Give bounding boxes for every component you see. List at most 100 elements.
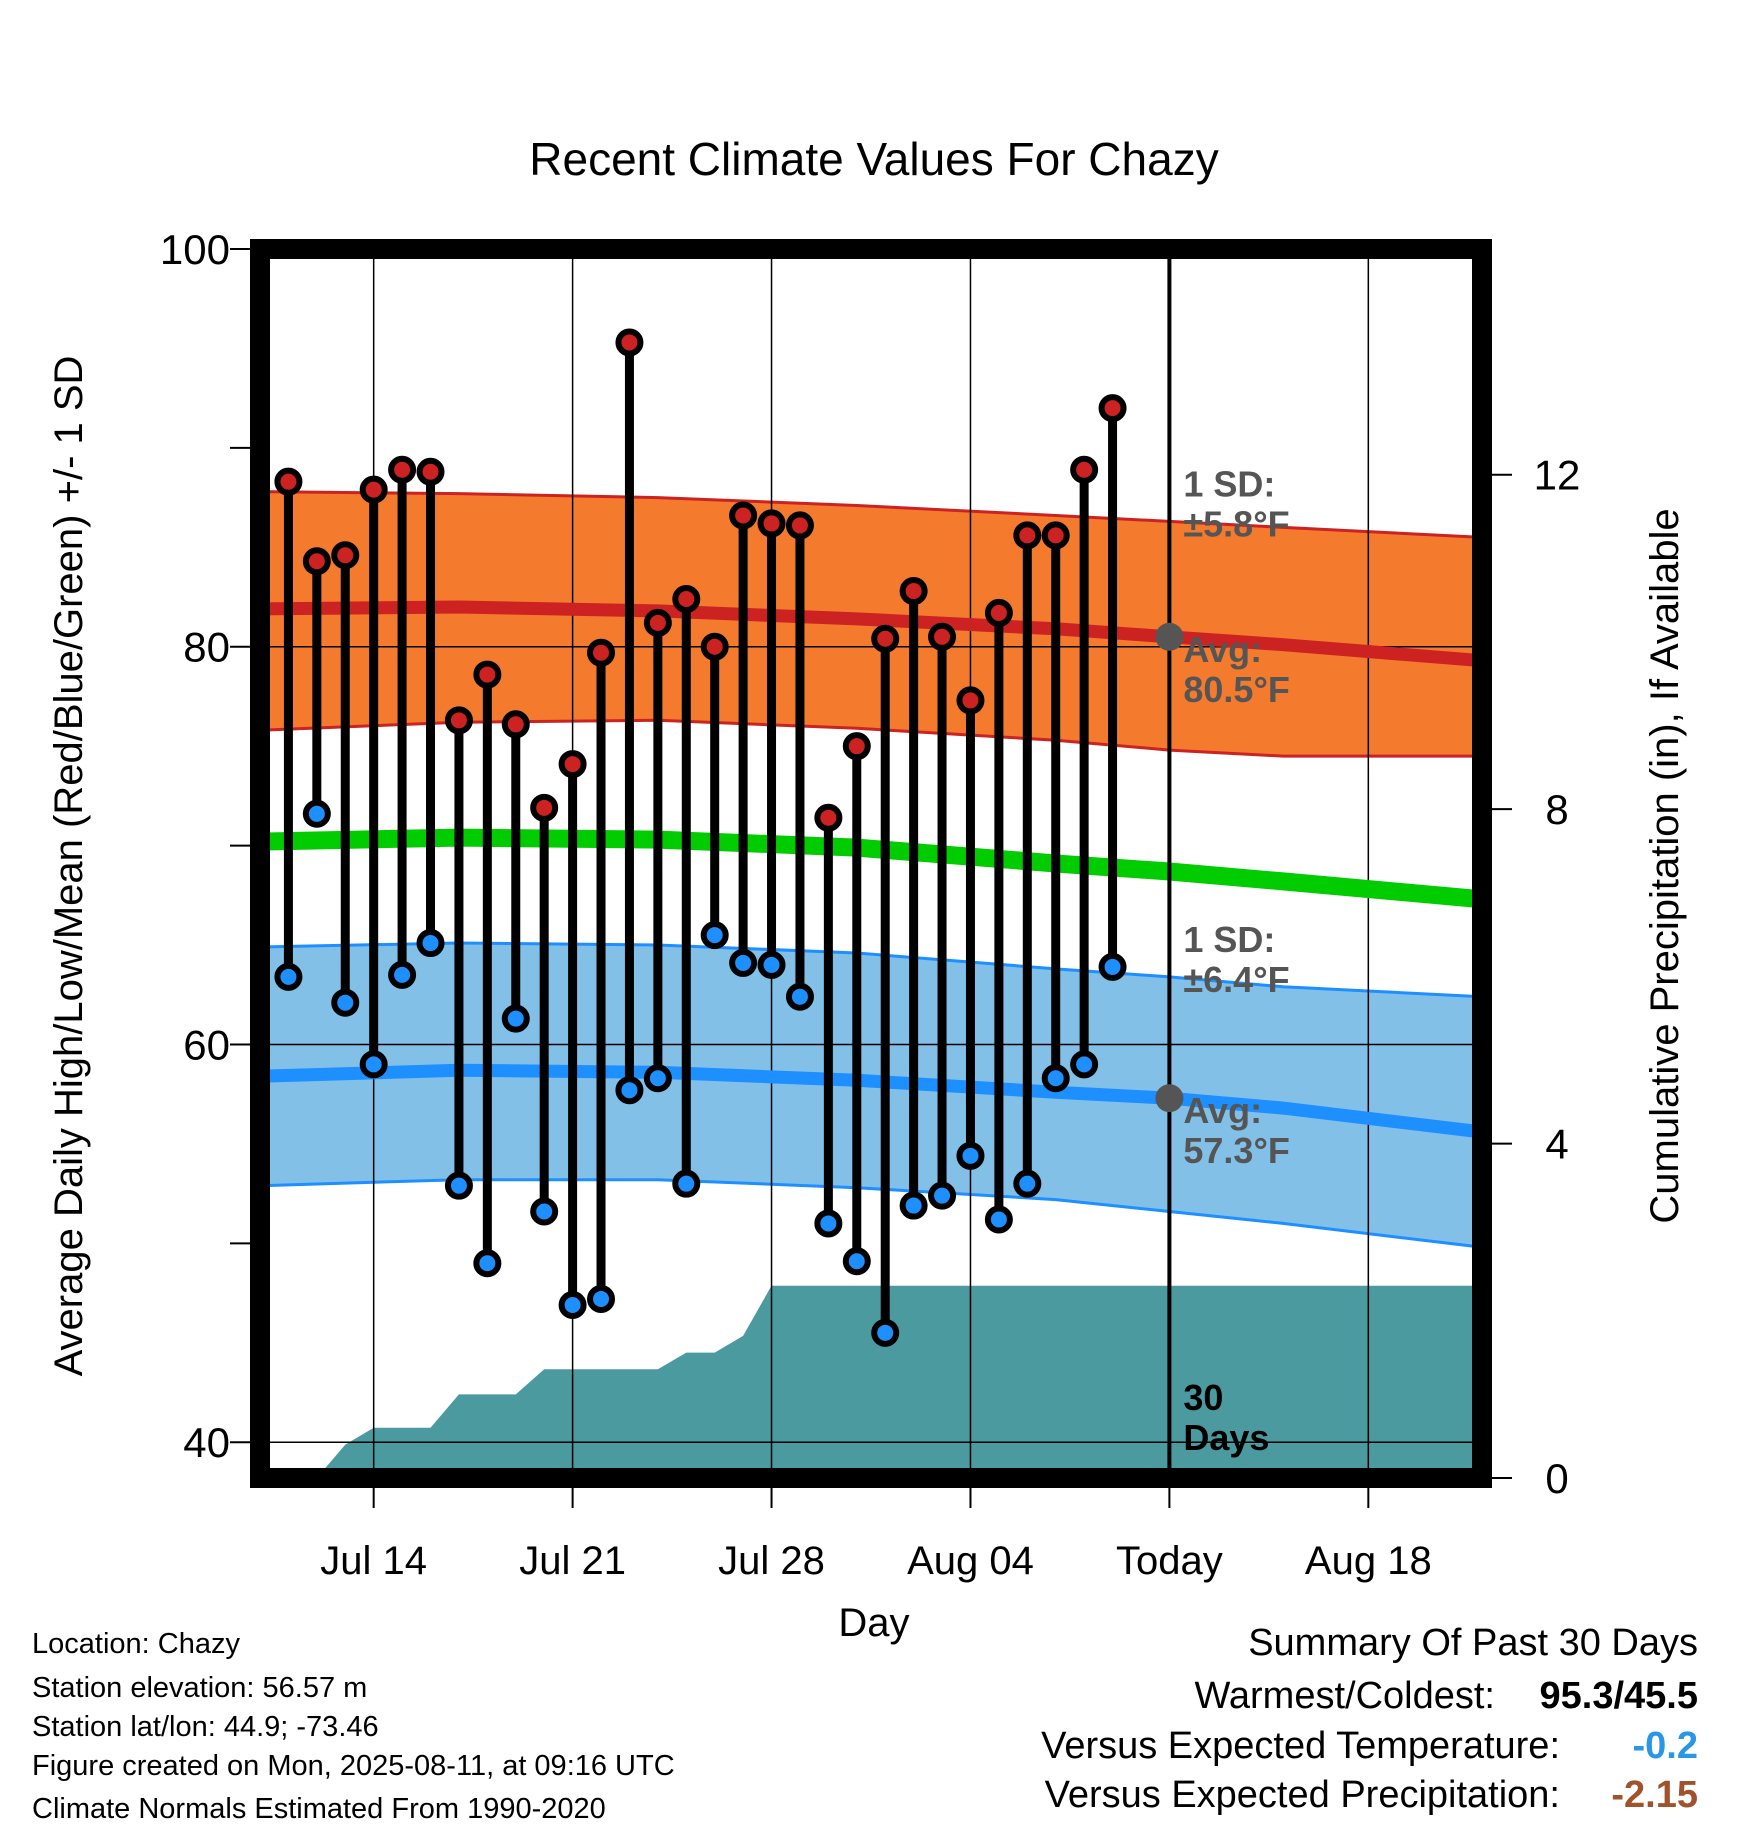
daily-high-point — [672, 585, 701, 614]
daily-high-point — [785, 511, 814, 540]
daily-high-point — [984, 598, 1013, 627]
daily-high-point — [1041, 521, 1070, 550]
daily-low-point — [558, 1290, 587, 1319]
summary-precip-value: -2.15 — [1611, 1774, 1698, 1816]
daily-high-point — [757, 509, 786, 538]
y-axis-label: Average Daily High/Low/Mean (Red/Blue/Gr… — [47, 356, 91, 1377]
x-tick-label: Aug 18 — [1305, 1539, 1432, 1583]
x-tick-label: Aug 04 — [907, 1539, 1034, 1583]
daily-low-point — [1013, 1169, 1042, 1198]
daily-high-point — [956, 686, 985, 715]
daily-high-point — [729, 501, 758, 530]
y2-tick-label: 8 — [1545, 786, 1568, 833]
daily-low-point — [331, 988, 360, 1017]
cumulative-precip-area — [260, 1285, 1482, 1478]
daily-high-point — [587, 638, 616, 667]
annotation-label: 80.5°F — [1183, 669, 1289, 710]
daily-low-point — [1041, 1064, 1070, 1093]
daily-low-point — [302, 799, 331, 828]
daily-low-point — [928, 1181, 957, 1210]
daily-high-point — [700, 632, 729, 661]
today-high-normal-marker — [1155, 622, 1184, 651]
daily-low-point — [359, 1050, 388, 1079]
y2-tick-label: 12 — [1534, 452, 1581, 499]
y-tick-label: 40 — [183, 1419, 230, 1466]
summary-precip-label: Versus Expected Precipitation: — [1044, 1774, 1560, 1816]
annotation-label: 30 — [1183, 1377, 1223, 1418]
daily-high-point — [1013, 521, 1042, 550]
daily-low-point — [842, 1247, 871, 1276]
high-sd-lower-line — [259, 718, 1482, 758]
daily-high-point — [928, 622, 957, 651]
daily-high-point — [899, 577, 928, 606]
daily-low-point — [643, 1064, 672, 1093]
y-tick-label: 80 — [183, 624, 230, 671]
daily-low-point — [1098, 952, 1127, 981]
daily-low-point — [274, 962, 303, 991]
footer-normals: Climate Normals Estimated From 1990-2020 — [32, 1793, 606, 1825]
summary-temp-label: Versus Expected Temperature: — [1041, 1725, 1560, 1767]
daily-high-point — [444, 706, 473, 735]
y2-tick-label: 4 — [1545, 1121, 1568, 1168]
low-sd-band — [260, 943, 1482, 1248]
annotation-label: 1 SD: — [1183, 919, 1275, 960]
annotation-label: 1 SD: — [1183, 463, 1275, 504]
low-avg-line — [259, 1063, 1483, 1139]
daily-low-point — [899, 1191, 928, 1220]
daily-high-point — [871, 624, 900, 653]
daily-low-point — [814, 1209, 843, 1238]
footer-elevation: Station elevation: 56.57 m — [32, 1672, 368, 1704]
high-sd-upper-line — [259, 490, 1483, 539]
daily-high-point — [274, 467, 303, 496]
daily-high-point — [530, 793, 559, 822]
x-tick-label: Jul 28 — [718, 1539, 825, 1583]
daily-high-point — [1098, 394, 1127, 423]
daily-low-point — [785, 982, 814, 1011]
annotation-label: Avg: — [1183, 629, 1262, 670]
x-axis-label: Day — [838, 1601, 909, 1645]
daily-high-point — [842, 732, 871, 761]
daily-low-point — [416, 929, 445, 958]
today-low-normal-marker — [1155, 1084, 1184, 1113]
annotation-label: ±5.8°F — [1183, 503, 1289, 544]
daily-low-point — [501, 1004, 530, 1033]
daily-low-point — [729, 948, 758, 977]
daily-high-point — [615, 328, 644, 357]
daily-low-point — [388, 960, 417, 989]
summary-warmest-value: 95.3/45.5 — [1539, 1675, 1698, 1717]
summary-title: Summary Of Past 30 Days — [1248, 1622, 1698, 1664]
daily-low-point — [444, 1171, 473, 1200]
footer-latlon: Station lat/lon: 44.9; -73.46 — [32, 1711, 379, 1743]
daily-low-point — [1070, 1050, 1099, 1079]
daily-high-point — [388, 455, 417, 484]
high-avg-line — [259, 600, 1483, 668]
daily-low-point — [871, 1318, 900, 1347]
daily-low-point — [956, 1141, 985, 1170]
daily-high-point — [473, 660, 502, 689]
daily-high-point — [814, 803, 843, 832]
footer-location: Location: Chazy — [32, 1628, 240, 1660]
summary-temp-value: -0.2 — [1632, 1725, 1698, 1767]
annotation-label: Avg: — [1183, 1090, 1262, 1131]
annotation-label: Days — [1183, 1417, 1269, 1458]
annotation-label: 57.3°F — [1183, 1130, 1289, 1171]
summary-warmest-label: Warmest/Coldest: — [1194, 1675, 1495, 1717]
annotation-label: ±6.4°F — [1183, 959, 1289, 1000]
daily-high-point — [643, 608, 672, 637]
y2-axis-label: Cumulative Precipitation (in), If Availa… — [1643, 508, 1687, 1223]
plot-frame — [250, 239, 1492, 1488]
daily-low-point — [530, 1197, 559, 1226]
mean-normal-line — [259, 828, 1483, 909]
daily-low-point — [672, 1169, 701, 1198]
low-sd-upper-line — [259, 941, 1483, 999]
daily-high-point — [359, 475, 388, 504]
daily-low-point — [757, 950, 786, 979]
y2-tick-label: 0 — [1545, 1455, 1568, 1502]
x-tick-label: Jul 21 — [519, 1539, 626, 1583]
low-sd-lower-line — [259, 1178, 1483, 1249]
daily-low-point — [984, 1205, 1013, 1234]
daily-low-point — [700, 921, 729, 950]
daily-low-point — [615, 1076, 644, 1105]
daily-high-point — [302, 547, 331, 576]
